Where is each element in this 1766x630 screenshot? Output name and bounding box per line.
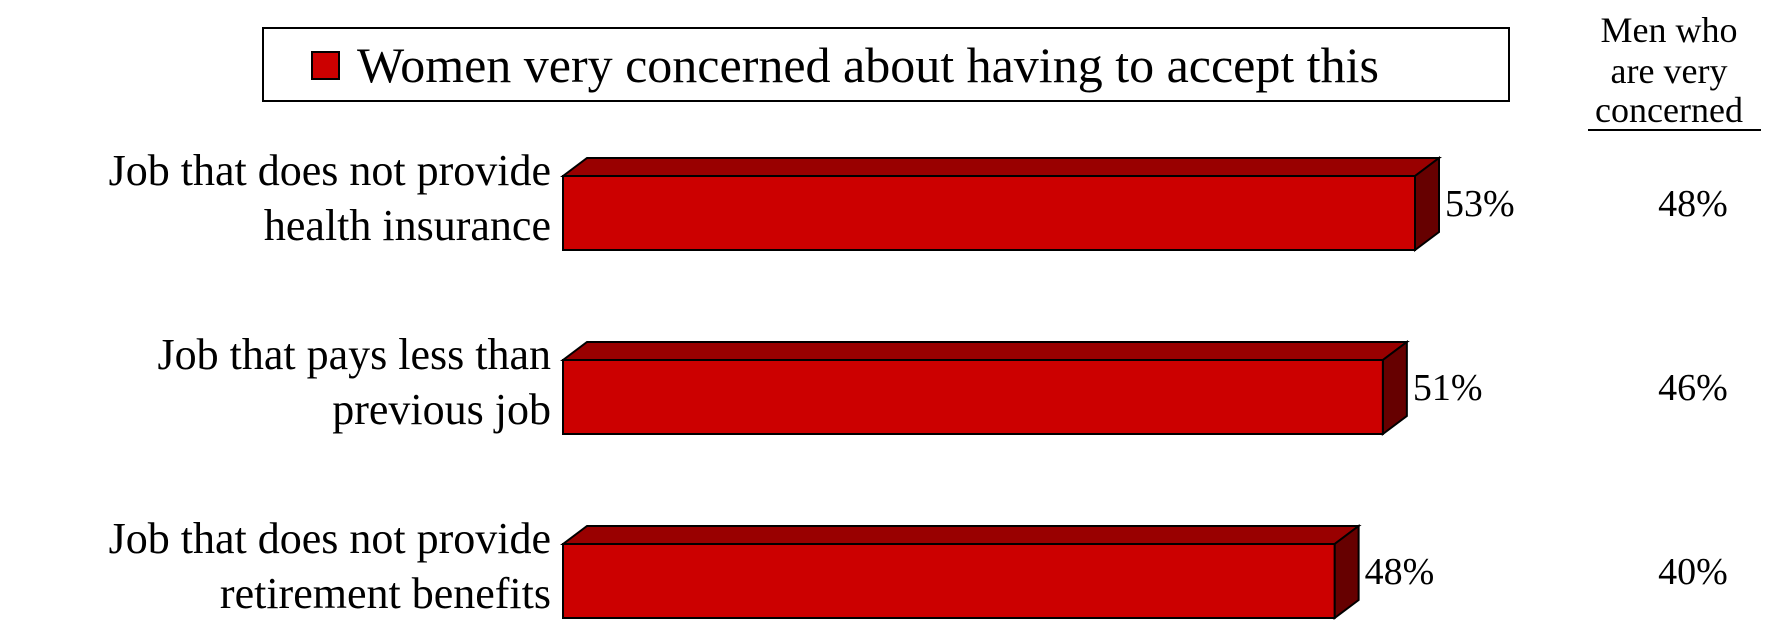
category-label: retirement benefits [220, 569, 551, 618]
bar-value-label: 51% [1413, 367, 1483, 409]
bar-top-face [560, 525, 1362, 545]
category-label: Job that does not provide [109, 146, 551, 195]
legend: Women very concerned about having to acc… [262, 27, 1510, 102]
bars-group: 53% 48% Job that does not provide health in… [109, 146, 1728, 620]
category-label: Job that does not provide [109, 514, 551, 563]
bar [562, 359, 1384, 435]
category-label: health insurance [264, 201, 551, 250]
bar-top-face [560, 157, 1442, 177]
bar-value-label: 48% [1365, 551, 1435, 593]
men-header-line-3: concerned [1595, 90, 1743, 130]
bar-top-face [560, 341, 1410, 361]
men-value-label: 46% [1658, 367, 1728, 409]
legend-label: Women very concerned about having to acc… [357, 37, 1379, 93]
legend-box [262, 27, 1510, 102]
men-column-header: Men who are very concerned [1588, 10, 1761, 131]
bar [562, 175, 1416, 251]
men-header-line-1: Men who [1601, 10, 1738, 50]
bar-value-label: 53% [1445, 183, 1515, 225]
category-label: Job that pays less than [157, 330, 551, 379]
men-value-label: 48% [1658, 183, 1728, 225]
men-header-line-2: are very [1611, 51, 1728, 91]
bar [562, 543, 1336, 619]
men-value-label: 40% [1658, 551, 1728, 593]
legend-swatch [311, 51, 340, 80]
category-label: previous job [332, 385, 551, 434]
